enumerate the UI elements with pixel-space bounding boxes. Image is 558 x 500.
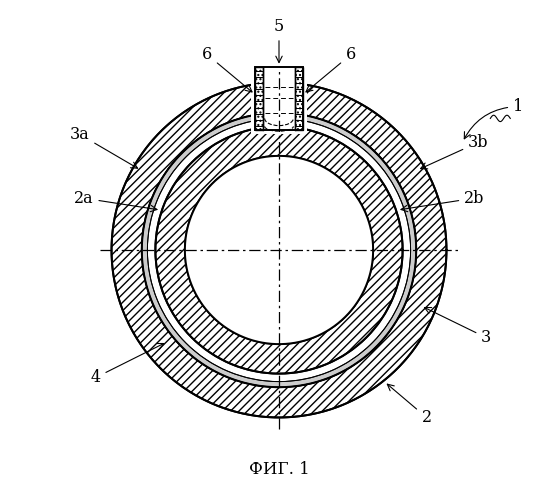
Text: 6: 6	[306, 46, 356, 92]
Text: 6: 6	[202, 46, 252, 92]
Text: 3b: 3b	[421, 134, 489, 169]
Text: 3: 3	[425, 308, 492, 346]
Text: 2b: 2b	[401, 190, 484, 212]
Circle shape	[88, 58, 470, 442]
Text: ФИГ. 1: ФИГ. 1	[249, 461, 309, 478]
Polygon shape	[255, 66, 263, 130]
Polygon shape	[251, 62, 307, 134]
Text: 1: 1	[464, 98, 523, 139]
Text: 4: 4	[90, 344, 163, 386]
Wedge shape	[142, 113, 416, 387]
Text: 2a: 2a	[74, 190, 157, 212]
Text: 2: 2	[387, 384, 431, 426]
Circle shape	[185, 156, 373, 344]
Text: 5: 5	[274, 18, 284, 62]
Wedge shape	[155, 126, 403, 374]
Text: 3a: 3a	[70, 126, 138, 168]
Wedge shape	[142, 113, 416, 387]
Wedge shape	[112, 82, 446, 417]
Polygon shape	[295, 66, 303, 130]
